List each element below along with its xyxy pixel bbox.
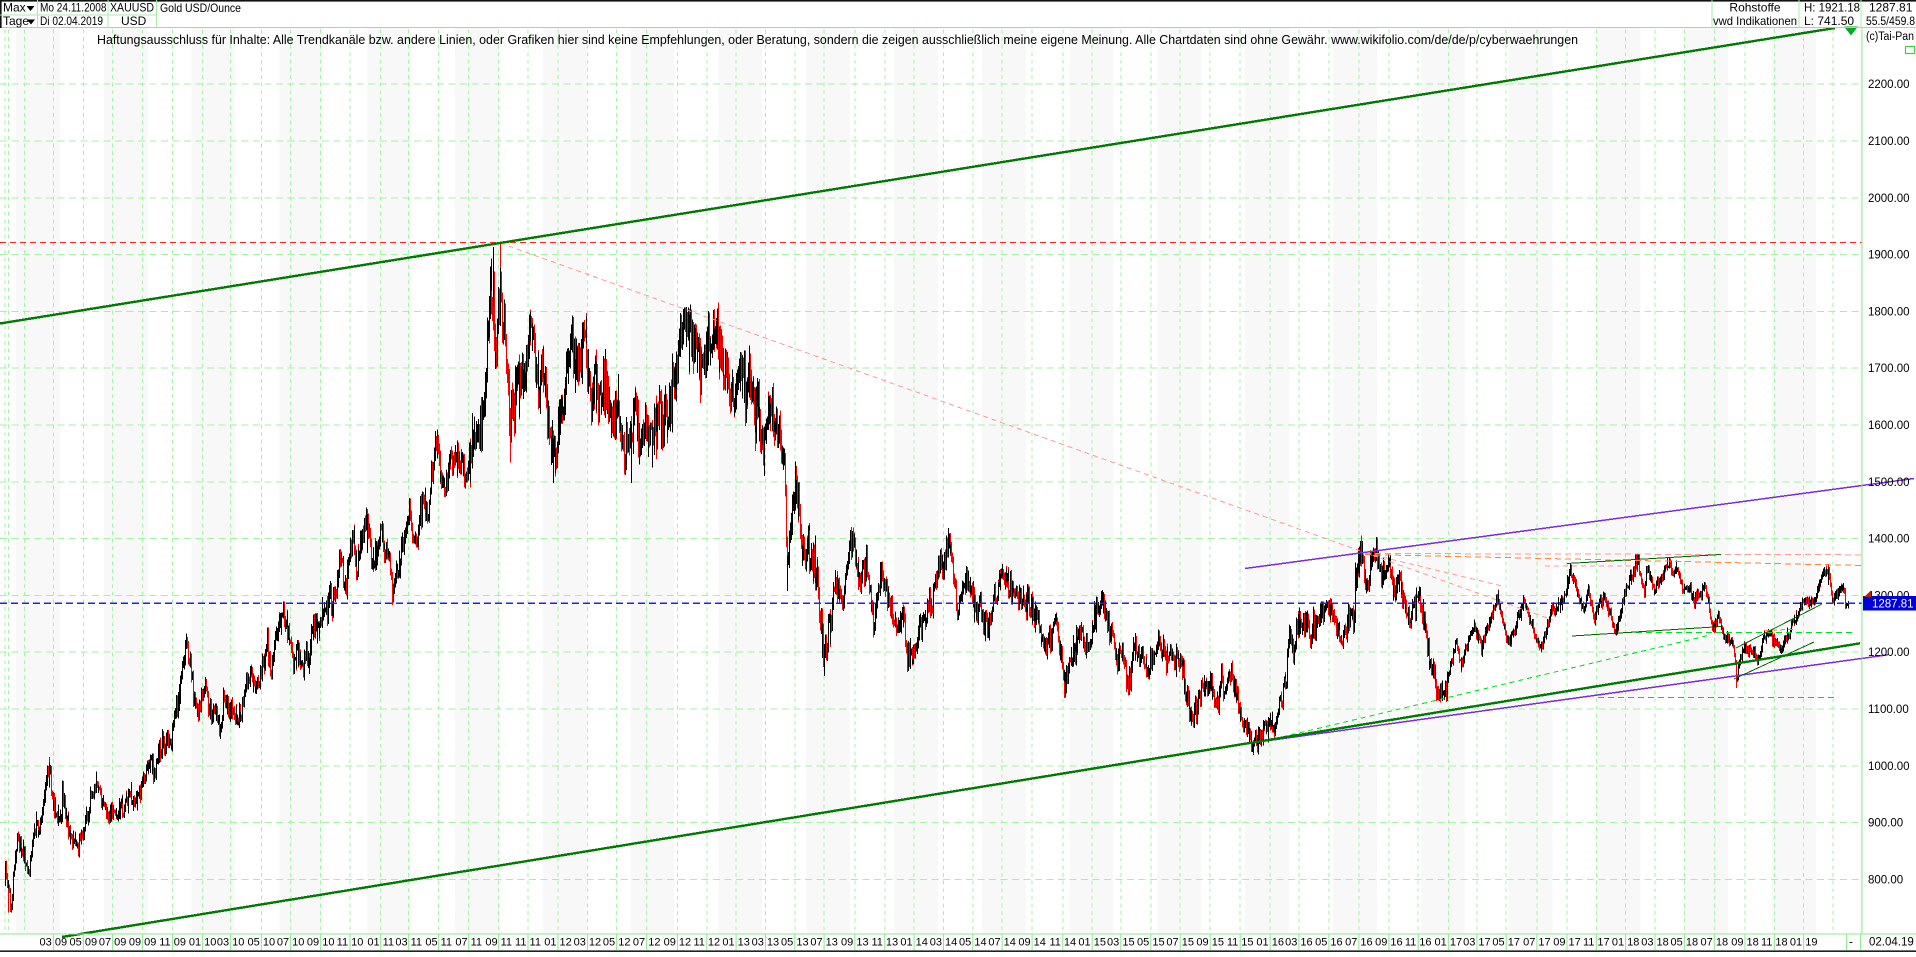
svg-text:800.00: 800.00 xyxy=(1868,874,1903,886)
svg-text:USD: USD xyxy=(121,14,147,28)
svg-text:2200.00: 2200.00 xyxy=(1868,79,1910,91)
svg-text:Tage: Tage xyxy=(3,14,29,28)
svg-text:2000.00: 2000.00 xyxy=(1868,193,1910,205)
svg-text:1500.00: 1500.00 xyxy=(1868,477,1910,489)
svg-text:-: - xyxy=(1849,937,1853,949)
svg-text:02.04.19: 02.04.19 xyxy=(1869,937,1914,949)
svg-text:1100.00: 1100.00 xyxy=(1868,704,1909,716)
svg-text:Mo 24.11.2008: Mo 24.11.2008 xyxy=(40,1,107,15)
svg-text:1400.00: 1400.00 xyxy=(1868,534,1910,546)
svg-text:L: 741.50: L: 741.50 xyxy=(1804,14,1854,28)
svg-text:1287.81: 1287.81 xyxy=(1869,1,1913,15)
svg-text:Rohstoffe: Rohstoffe xyxy=(1729,1,1780,15)
svg-text:H: 1921.18: H: 1921.18 xyxy=(1804,1,1860,15)
svg-text:vwd Indikationen: vwd Indikationen xyxy=(1713,14,1797,28)
svg-text:55.5/459.8: 55.5/459.8 xyxy=(1866,14,1915,28)
svg-text:1600.00: 1600.00 xyxy=(1868,420,1910,432)
svg-text:1800.00: 1800.00 xyxy=(1868,306,1910,318)
svg-text:1287.81: 1287.81 xyxy=(1872,599,1914,611)
svg-text:(c)Tai-Pan: (c)Tai-Pan xyxy=(1866,31,1914,43)
svg-text:XAUUSD: XAUUSD xyxy=(110,1,154,15)
svg-text:900.00: 900.00 xyxy=(1868,818,1903,830)
svg-text:1900.00: 1900.00 xyxy=(1868,250,1910,262)
svg-text:Di 02.04.2019: Di 02.04.2019 xyxy=(40,14,103,28)
svg-text:1000.00: 1000.00 xyxy=(1868,761,1910,773)
svg-text:1200.00: 1200.00 xyxy=(1868,647,1910,659)
svg-text:1700.00: 1700.00 xyxy=(1868,363,1910,375)
svg-text:Haftungsausschluss für Inhalte: Haftungsausschluss für Inhalte: Alle Tre… xyxy=(97,32,1578,47)
svg-text:2100.00: 2100.00 xyxy=(1868,136,1910,148)
svg-text:Max: Max xyxy=(3,1,26,15)
svg-text:Gold USD/Ounce: Gold USD/Ounce xyxy=(160,1,241,15)
